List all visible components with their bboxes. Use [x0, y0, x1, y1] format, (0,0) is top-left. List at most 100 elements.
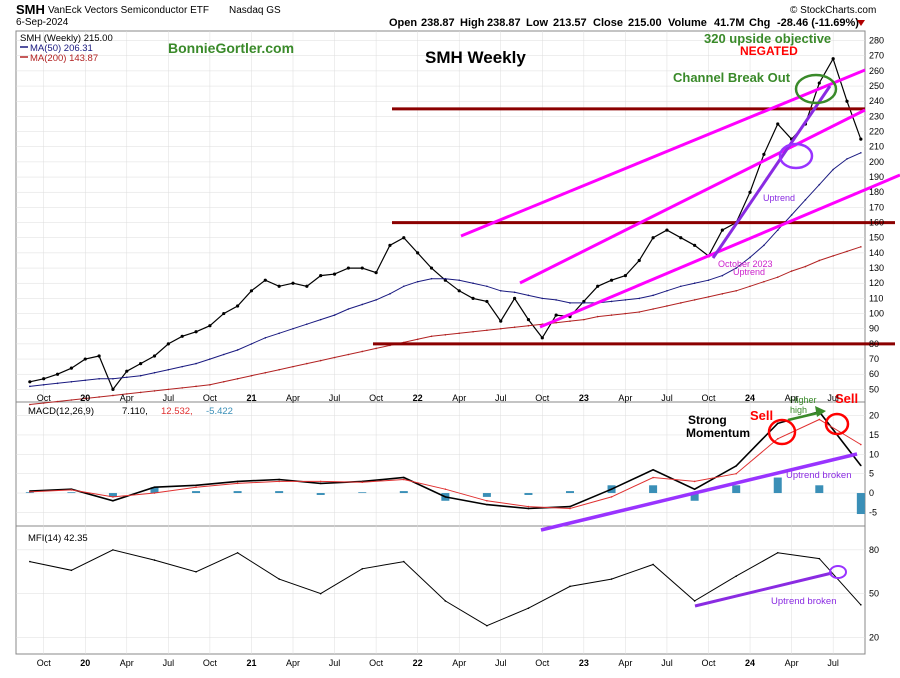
- data-point: [29, 385, 31, 388]
- data-point: [554, 313, 558, 317]
- ann-momentum: Momentum: [686, 426, 750, 440]
- data-point: [513, 326, 516, 329]
- data-point: [402, 236, 406, 240]
- data-point: [374, 271, 378, 275]
- data-point: [486, 503, 488, 506]
- macd-histogram-bar: [649, 485, 658, 494]
- x-tick-label-bottom: Oct: [203, 658, 218, 668]
- data-point: [416, 251, 420, 255]
- data-point: [319, 359, 322, 362]
- data-point: [306, 362, 308, 365]
- data-point: [84, 397, 87, 400]
- data-point: [430, 277, 433, 280]
- data-point: [42, 377, 46, 381]
- data-point: [471, 296, 475, 300]
- trendlines: [460, 68, 900, 608]
- data-point: [859, 137, 863, 141]
- ann-uptrend-broken-macd: Uptrend broken: [786, 470, 851, 481]
- y-tick-label: 100: [869, 309, 884, 319]
- data-point: [181, 387, 183, 389]
- data-point: [776, 438, 779, 440]
- data-point: [527, 505, 530, 508]
- macd-histogram-bar: [358, 492, 367, 494]
- y-tick-label: 5: [869, 469, 874, 479]
- data-point: [693, 243, 697, 247]
- macd-histogram-bar: [192, 491, 201, 494]
- x-tick-label: Oct: [37, 393, 52, 403]
- data-point: [180, 334, 184, 338]
- data-point: [278, 480, 280, 483]
- data-point: [776, 552, 779, 554]
- data-point: [70, 569, 73, 572]
- ann-higher: Higher: [790, 395, 817, 405]
- x-tick-label-bottom: Jul: [329, 658, 341, 668]
- data-point: [29, 560, 31, 563]
- data-point: [638, 311, 641, 313]
- data-point: [569, 507, 571, 510]
- data-point: [818, 557, 821, 560]
- data-point: [236, 480, 239, 483]
- data-point: [444, 488, 447, 490]
- data-point: [860, 464, 862, 467]
- data-point: [278, 578, 280, 580]
- data-point: [486, 329, 488, 332]
- data-point: [69, 366, 73, 370]
- data-point: [125, 369, 129, 373]
- arrow-head-icon: [815, 406, 826, 417]
- data-point: [28, 380, 32, 384]
- data-point: [623, 274, 627, 278]
- x-tick-label: Apr: [452, 393, 466, 403]
- data-point: [112, 377, 114, 380]
- data-point: [70, 489, 73, 491]
- green-circle: [794, 73, 838, 105]
- x-tick-label-bottom: Apr: [286, 658, 300, 668]
- data-point: [98, 377, 100, 380]
- header-date: 6-Sep-2024: [16, 17, 69, 28]
- header-name: VanEck Vectors Semiconductor ETF: [48, 5, 209, 16]
- axes: 5060708090100110120130140150160170180190…: [37, 36, 884, 668]
- chart-title: SMH Weekly: [425, 48, 526, 67]
- x-tick-label-bottom: Apr: [618, 658, 632, 668]
- data-point: [236, 377, 239, 380]
- data-point: [444, 333, 447, 336]
- legend-mfi: MFI(14) 42.35: [28, 533, 88, 544]
- data-point: [693, 600, 696, 602]
- legend-ma200: MA(200) 143.87: [30, 53, 98, 64]
- data-point: [832, 255, 834, 257]
- x-tick-label-bottom: Apr: [120, 658, 134, 668]
- data-point: [776, 276, 779, 278]
- data-point: [29, 491, 31, 493]
- data-point: [818, 418, 821, 421]
- data-point: [402, 476, 405, 479]
- header-volume: 41.7M: [714, 17, 745, 29]
- y-tick-label: 60: [869, 369, 879, 379]
- data-point: [402, 478, 405, 481]
- data-point: [195, 484, 197, 487]
- data-point: [762, 152, 766, 156]
- data-point: [319, 482, 322, 485]
- y-tick-label: 20: [869, 411, 879, 421]
- data-point: [208, 324, 212, 328]
- y-tick-label: 200: [869, 157, 884, 167]
- macd-histogram-bar: [815, 485, 824, 494]
- data-point: [42, 402, 45, 404]
- x-tick-label: Jul: [329, 393, 341, 403]
- x-tick-label: Jul: [661, 393, 673, 403]
- legend-ma50: MA(50) 206.31: [30, 43, 93, 54]
- data-point: [540, 336, 544, 340]
- data-point: [319, 592, 322, 595]
- data-point: [652, 308, 654, 310]
- data-point: [735, 472, 737, 475]
- data-point: [735, 267, 737, 269]
- data-point: [360, 266, 364, 270]
- data-point: [472, 282, 474, 285]
- data-point: [443, 278, 447, 282]
- y-tick-label: 120: [869, 278, 884, 288]
- down-arrow-icon: [857, 20, 865, 26]
- header-high-label: High: [460, 17, 485, 29]
- data-point: [860, 443, 862, 446]
- data-point: [388, 243, 392, 247]
- y-tick-label: 220: [869, 127, 884, 137]
